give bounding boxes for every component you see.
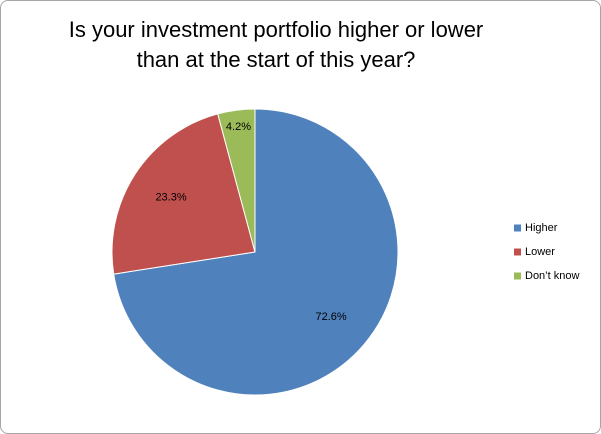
legend-label: Lower [525, 246, 555, 258]
pie-slice [113, 108, 399, 396]
pie-slice [217, 108, 256, 253]
chart-title: Is your investment portfolio higher or l… [68, 17, 484, 72]
legend-label: Higher [525, 222, 558, 234]
legend-label: Don’t know [525, 270, 579, 282]
legend-swatch [514, 248, 521, 256]
legend-swatch [514, 272, 521, 280]
legend-swatch [514, 224, 521, 232]
data-label: 4.2% [226, 121, 251, 133]
data-label: 72.6% [315, 311, 346, 323]
data-label: 23.3% [155, 191, 186, 203]
pie-slice [111, 113, 256, 275]
